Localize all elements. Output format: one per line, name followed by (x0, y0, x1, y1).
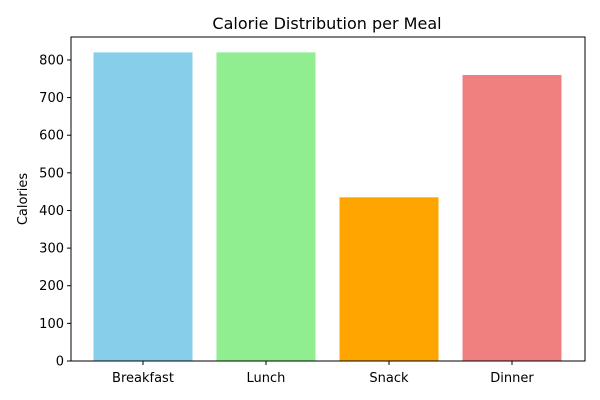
y-tick-label: 400 (39, 204, 64, 219)
y-axis-label: Calories (16, 173, 31, 226)
x-tick-label: Snack (369, 371, 409, 386)
y-ticks-layer: 0 100 200 300 400 500 600 700 800 (39, 53, 71, 370)
x-tick-label: Dinner (490, 371, 534, 386)
y-tick-label: 800 (39, 53, 64, 68)
y-tick-label: 300 (39, 242, 64, 257)
x-tick-label: Lunch (247, 371, 286, 386)
x-ticks-layer: Breakfast Lunch Snack Dinner (112, 361, 534, 386)
y-tick-label: 500 (39, 166, 64, 181)
y-tick-label: 600 (39, 129, 64, 144)
y-tick-label: 0 (56, 355, 64, 370)
y-tick-label: 100 (39, 317, 64, 332)
bars-layer (93, 52, 562, 362)
bar-snack (339, 197, 439, 361)
bar-breakfast (93, 52, 193, 362)
chart-title: Calorie Distribution per Meal (212, 14, 441, 33)
plot-frame (70, 36, 586, 362)
bar-dinner (462, 75, 562, 361)
y-tick-label: 700 (39, 91, 64, 106)
bar-lunch (216, 52, 316, 362)
y-tick-label: 200 (39, 279, 64, 294)
x-tick-label: Breakfast (112, 371, 174, 386)
